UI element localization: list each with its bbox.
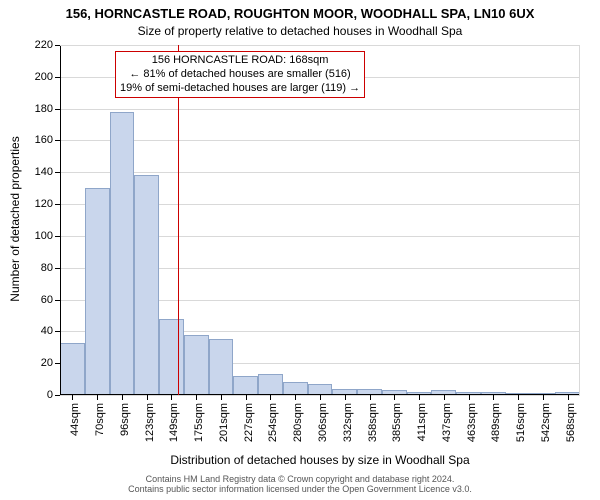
plot-area: 156 HORNCASTLE ROAD: 168sqm← 81% of deta… xyxy=(60,45,580,395)
x-tick-label: 254sqm xyxy=(267,403,279,442)
x-tick-label: 332sqm xyxy=(342,403,354,442)
x-tick-label: 568sqm xyxy=(565,403,577,442)
footer-line1: Contains HM Land Registry data © Crown c… xyxy=(0,474,600,484)
x-tick-label: 123sqm xyxy=(144,403,156,442)
x-tick xyxy=(97,395,98,400)
y-tick-label: 40 xyxy=(25,325,53,337)
x-tick xyxy=(370,395,371,400)
x-tick xyxy=(518,395,519,400)
chart-title-sub: Size of property relative to detached ho… xyxy=(0,24,600,38)
y-tick-label: 180 xyxy=(25,103,53,115)
annotation-line: ← 81% of detached houses are smaller (51… xyxy=(120,68,360,82)
bar xyxy=(110,112,135,395)
x-tick-label: 280sqm xyxy=(292,403,304,442)
x-tick xyxy=(221,395,222,400)
x-tick xyxy=(295,395,296,400)
x-tick xyxy=(568,395,569,400)
x-tick-label: 175sqm xyxy=(193,403,205,442)
x-tick xyxy=(419,395,420,400)
x-tick-label: 44sqm xyxy=(69,403,81,436)
x-tick xyxy=(469,395,470,400)
y-tick-label: 220 xyxy=(25,39,53,51)
y-tick xyxy=(55,395,60,396)
x-tick xyxy=(394,395,395,400)
x-tick-label: 437sqm xyxy=(441,403,453,442)
x-tick-label: 358sqm xyxy=(367,403,379,442)
y-tick-label: 120 xyxy=(25,198,53,210)
bar xyxy=(134,175,159,395)
x-tick-label: 96sqm xyxy=(119,403,131,436)
x-tick xyxy=(122,395,123,400)
x-tick-label: 306sqm xyxy=(317,403,329,442)
y-tick xyxy=(55,363,60,364)
bar xyxy=(60,343,85,396)
annotation-line: 19% of semi-detached houses are larger (… xyxy=(120,82,360,96)
x-tick-label: 149sqm xyxy=(168,403,180,442)
x-tick xyxy=(196,395,197,400)
annotation-box: 156 HORNCASTLE ROAD: 168sqm← 81% of deta… xyxy=(115,51,365,98)
grid-line xyxy=(60,109,580,110)
y-tick-label: 100 xyxy=(25,230,53,242)
x-tick-label: 385sqm xyxy=(391,403,403,442)
y-tick-label: 200 xyxy=(25,71,53,83)
bar xyxy=(159,319,184,395)
footer-line2: Contains public sector information licen… xyxy=(0,484,600,494)
y-tick xyxy=(55,268,60,269)
y-tick xyxy=(55,77,60,78)
grid-line xyxy=(60,140,580,141)
bar xyxy=(184,335,209,395)
bar xyxy=(209,339,234,395)
x-tick xyxy=(345,395,346,400)
axis-border xyxy=(60,45,580,46)
x-tick xyxy=(270,395,271,400)
bar xyxy=(258,374,283,395)
y-tick xyxy=(55,140,60,141)
x-tick-label: 463sqm xyxy=(466,403,478,442)
y-tick-label: 80 xyxy=(25,262,53,274)
x-tick xyxy=(72,395,73,400)
y-tick-label: 0 xyxy=(25,389,53,401)
x-tick-label: 516sqm xyxy=(515,403,527,442)
axis-border xyxy=(60,45,61,395)
x-tick-label: 489sqm xyxy=(490,403,502,442)
y-tick-label: 60 xyxy=(25,294,53,306)
y-tick xyxy=(55,300,60,301)
y-tick xyxy=(55,204,60,205)
grid-line xyxy=(60,172,580,173)
x-tick-label: 227sqm xyxy=(243,403,255,442)
x-tick xyxy=(320,395,321,400)
y-tick-label: 160 xyxy=(25,134,53,146)
y-tick xyxy=(55,109,60,110)
x-tick xyxy=(147,395,148,400)
annotation-line: 156 HORNCASTLE ROAD: 168sqm xyxy=(120,54,360,68)
y-tick-label: 140 xyxy=(25,166,53,178)
x-tick xyxy=(493,395,494,400)
x-tick xyxy=(171,395,172,400)
x-tick-label: 70sqm xyxy=(94,403,106,436)
y-axis-label: Number of detached properties xyxy=(8,44,22,394)
x-tick-label: 201sqm xyxy=(218,403,230,442)
bar xyxy=(85,188,110,395)
y-tick-label: 20 xyxy=(25,357,53,369)
y-tick xyxy=(55,45,60,46)
x-tick xyxy=(444,395,445,400)
chart-container: 156, HORNCASTLE ROAD, ROUGHTON MOOR, WOO… xyxy=(0,0,600,500)
x-tick-label: 411sqm xyxy=(416,403,428,441)
x-tick xyxy=(246,395,247,400)
bar xyxy=(233,376,258,395)
axis-border xyxy=(579,45,580,395)
x-tick xyxy=(543,395,544,400)
x-axis-label: Distribution of detached houses by size … xyxy=(60,453,580,467)
chart-title-main: 156, HORNCASTLE ROAD, ROUGHTON MOOR, WOO… xyxy=(0,6,600,21)
y-tick xyxy=(55,172,60,173)
footer-text: Contains HM Land Registry data © Crown c… xyxy=(0,474,600,494)
y-tick xyxy=(55,236,60,237)
x-tick-label: 542sqm xyxy=(540,403,552,442)
y-tick xyxy=(55,331,60,332)
